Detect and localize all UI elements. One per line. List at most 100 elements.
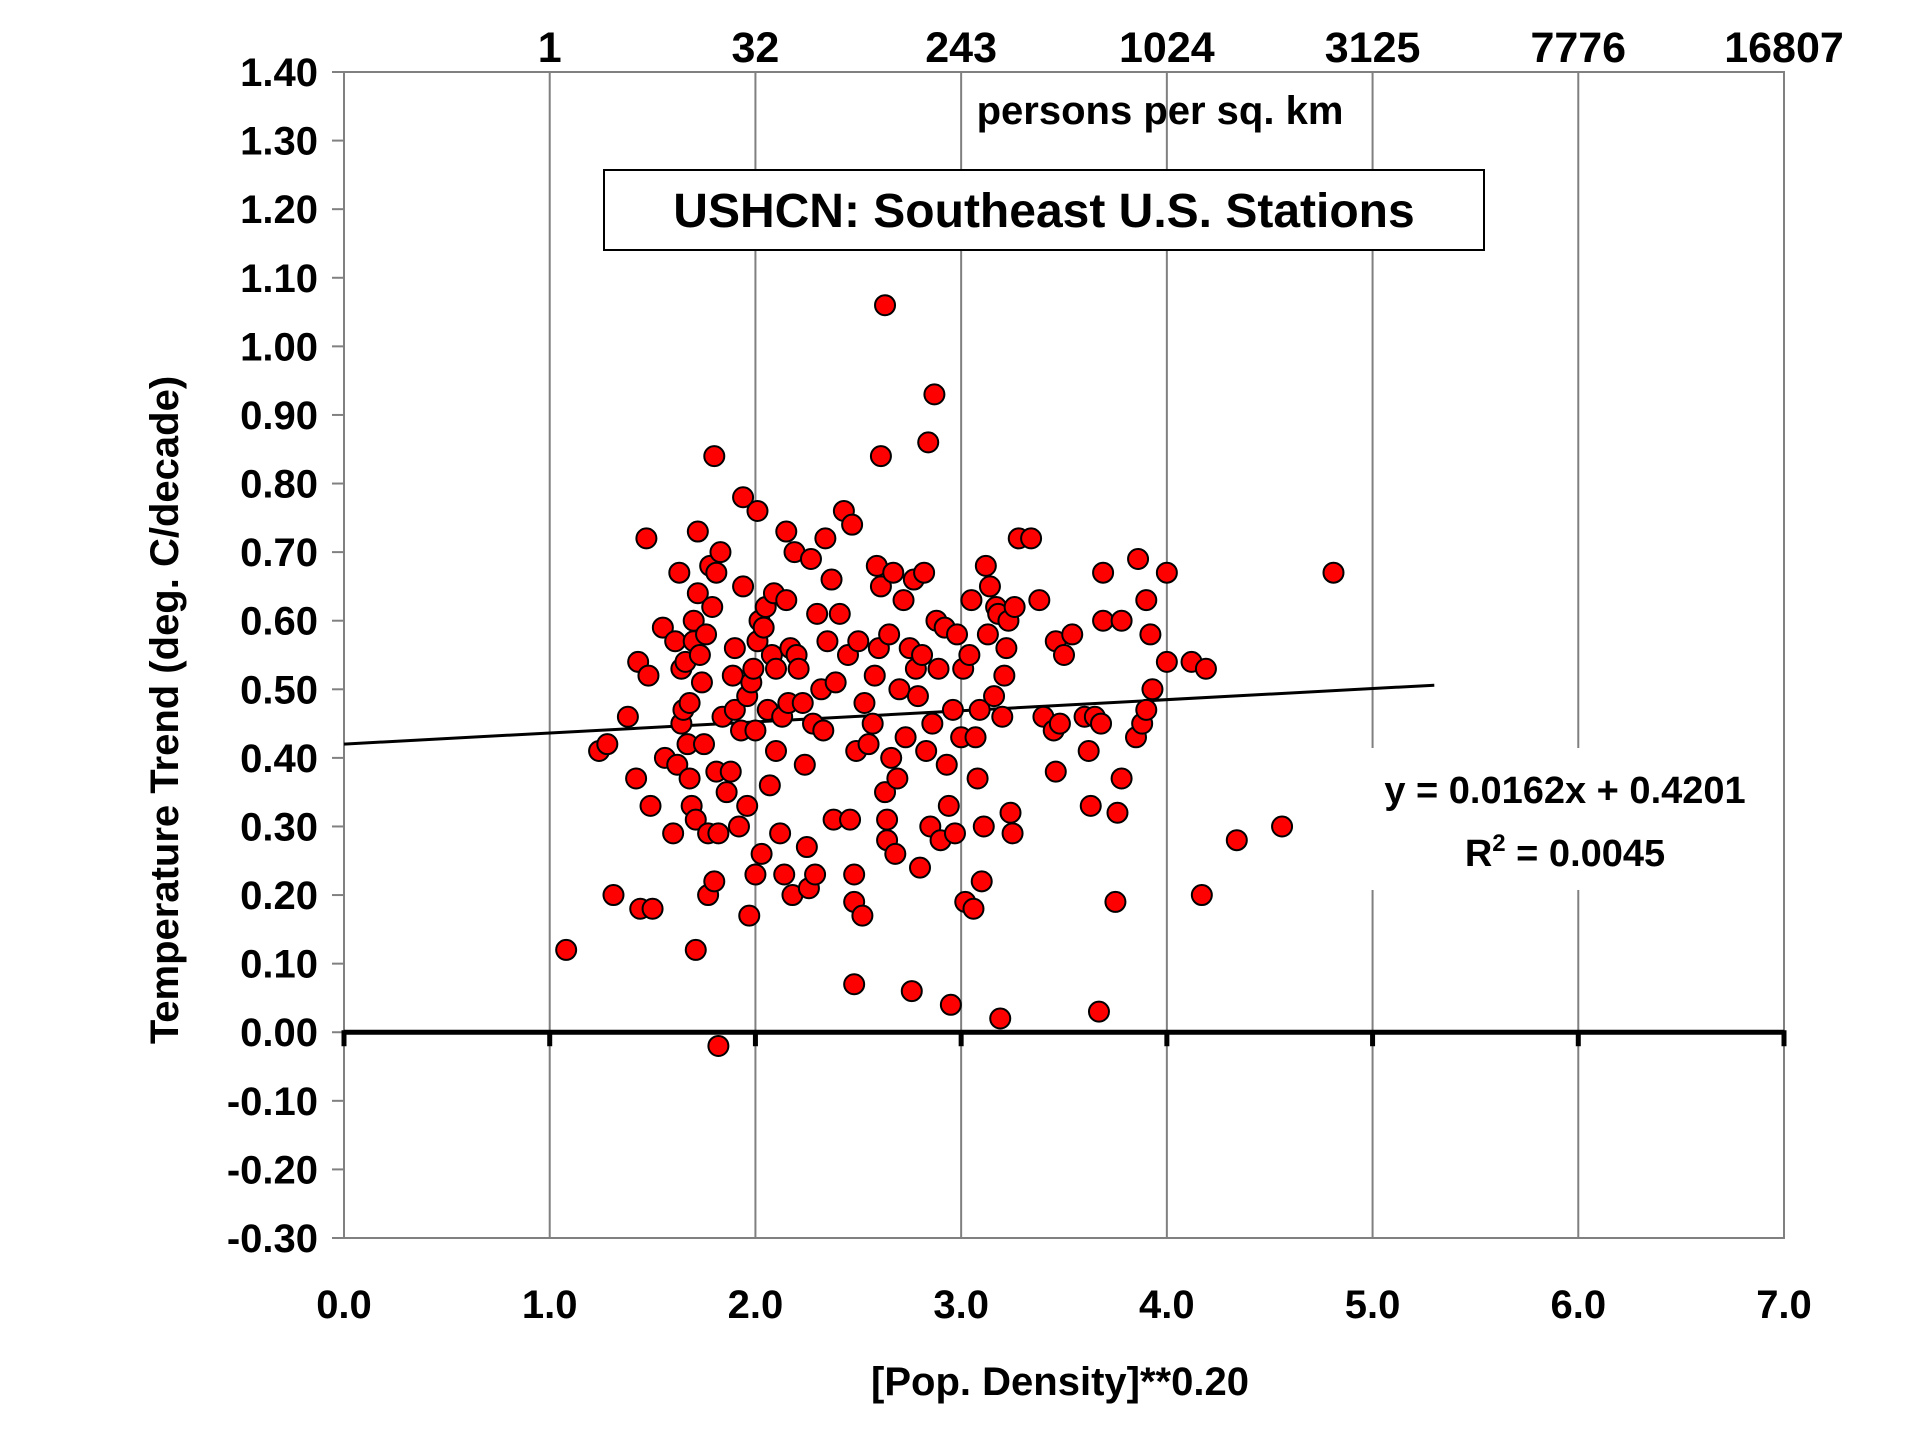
r-squared-superscript: 2 [1492,830,1505,857]
title-box [603,169,1485,251]
data-point [812,719,835,742]
data-point [686,520,709,543]
data-point [1079,794,1102,817]
x-tick-label: 2.0 [728,1283,784,1327]
data-point [806,602,829,625]
data-point [874,294,897,317]
data-point [651,616,674,639]
y-tick-label: 0.30 [240,805,318,849]
top-axis: 1 32 243 1024 3125 7776 16807 [538,24,1844,72]
data-point [1092,609,1115,632]
data-point [752,616,775,639]
data-point [1077,740,1100,763]
data-point [874,781,897,804]
y-tick-label: 1.20 [240,188,318,232]
data-point [738,904,761,927]
y-tick-label: 1.10 [240,257,318,301]
data-point [742,657,765,680]
data-point [715,781,738,804]
data-point [746,499,769,522]
zero-line-ticks [341,1030,1787,1047]
top-tick-label: 7776 [1530,24,1626,72]
data-point [682,609,705,632]
data-point [970,870,993,893]
data-point [602,884,625,907]
data-point [1053,644,1075,666]
data-point [707,822,730,845]
data-point [1271,815,1294,838]
data-point [639,794,662,817]
data-point [1090,712,1113,735]
data-point [816,630,839,653]
data-point [688,644,711,666]
data-point [966,767,989,790]
data-point [641,897,664,920]
y-tick-label: 1.40 [240,51,318,95]
data-point [978,575,1001,598]
data-point [1127,547,1150,570]
data-point [946,623,969,646]
x-tick-label: 3.0 [933,1283,989,1327]
data-point [707,1034,730,1057]
y-tick-label: 0.50 [240,668,318,712]
data-point [1322,561,1345,584]
data-point [882,561,905,584]
y-tick-label: 1.30 [240,120,318,164]
y-axis-title: Temperature Trend (deg. C/decade) [143,376,187,1044]
r-squared-prefix: R [1465,833,1492,875]
data-point [935,753,958,776]
data-point [960,589,983,612]
y-tick-label: 0.90 [240,394,318,438]
data-point [787,657,810,680]
data-point [705,561,728,584]
data-point [921,712,944,735]
data-point [851,904,874,927]
data-point [1001,822,1024,845]
data-point [1092,561,1115,584]
data-point [861,712,884,735]
y-tick-label: 0.70 [240,531,318,575]
data-point [1190,884,1213,907]
data-point [795,836,818,859]
data-point [843,863,866,886]
data-point [693,733,715,756]
data-point [989,1007,1012,1030]
data-point [1155,650,1178,673]
data-point [791,692,814,715]
data-point [886,767,909,790]
chart-title: USHCN: Southeast U.S. Stations [673,185,1414,238]
data-point [1225,829,1248,852]
data-point [709,541,732,564]
data-point [939,993,962,1016]
y-tick-label: 0.40 [240,737,318,781]
data-point [668,561,691,584]
data-point [678,692,701,715]
data-point [869,445,892,468]
data-point [976,623,999,646]
data-point [923,383,946,406]
r-squared-value: = 0.0045 [1506,833,1666,875]
data-point [1106,801,1129,824]
data-point [1155,561,1178,584]
data-point [983,685,1006,708]
data-point [732,575,755,598]
data-point [1135,589,1158,612]
data-point [765,740,787,763]
data-point [769,822,792,845]
y-tick-label: 0.00 [240,1011,318,1055]
data-point [701,595,724,618]
data-point [1061,623,1084,646]
top-tick-label: 1024 [1119,24,1215,72]
y-tick-label: 0.20 [240,874,318,918]
data-point [915,740,938,763]
data-point [913,561,936,584]
data-point [991,705,1014,728]
x-axis: 0.0 1.0 2.0 3.0 4.0 5.0 6.0 7.0 [316,1283,1812,1327]
data-point [773,863,796,886]
y-tick-label: -0.10 [227,1080,318,1124]
data-point [765,657,787,680]
y-tick-label: 0.80 [240,463,318,507]
data-point [814,527,837,550]
data-point [721,664,744,687]
